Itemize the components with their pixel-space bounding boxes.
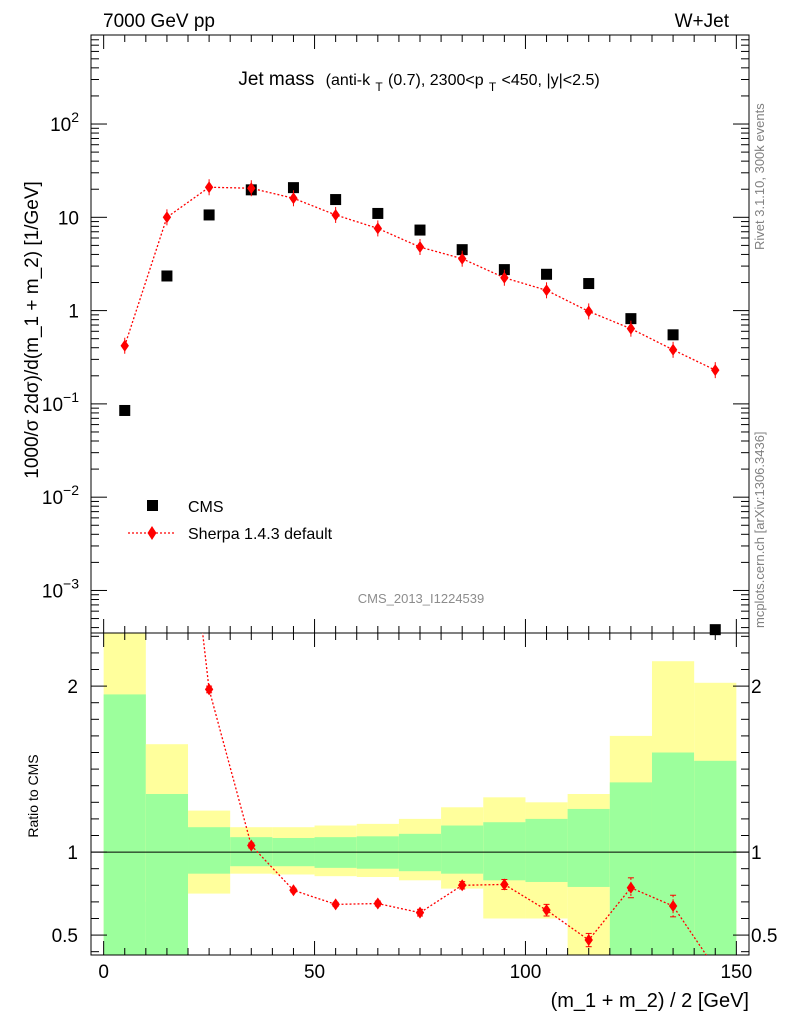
- ratio-point: [415, 906, 425, 919]
- ratio-band-stat: [651, 752, 695, 955]
- ratio-band-stat: [103, 694, 146, 955]
- y-tick-label-base: 1: [68, 302, 79, 323]
- y-tick-label-base: 10: [42, 488, 63, 509]
- ratio-band-stat: [483, 822, 526, 881]
- y-tick-label-exp: −3: [63, 575, 79, 591]
- y-tick-label-base: 10: [42, 395, 63, 416]
- ratio-point: [373, 897, 383, 910]
- ratio-band-stat: [145, 794, 189, 955]
- x-tick-labels: 0 50 100 150: [98, 962, 752, 983]
- x-axis-label: (m_1 + m_2) / 2 [GeV]: [551, 990, 749, 1012]
- x-tick-label: 50: [304, 962, 325, 983]
- cms-point: [330, 194, 342, 206]
- ratio-band-stat: [525, 818, 568, 882]
- legend: CMS Sherpa 1.4.3 default: [128, 499, 333, 543]
- legend-cms-marker: [147, 500, 158, 511]
- ratio-tick-label-right: 2: [751, 677, 762, 698]
- plot-title: Jet mass (anti-k T (0.7), 2300<p T <450,…: [238, 69, 599, 96]
- ratio-band-stat: [188, 827, 231, 874]
- ratio-point: [668, 900, 678, 913]
- cms-point: [414, 224, 426, 236]
- ratio-point: [204, 683, 214, 696]
- title-part-a: (anti-k: [326, 72, 371, 89]
- x-tick-label: 100: [510, 962, 542, 983]
- ratio-y-axis-label: Ratio to CMS: [25, 754, 41, 837]
- legend-cms-label: CMS: [188, 499, 224, 516]
- ratio-point: [247, 839, 256, 852]
- y-tick-label: 10−2: [42, 482, 79, 509]
- main-plot-frame: [90, 34, 750, 634]
- title-sub-b: T: [489, 80, 497, 94]
- ratio-band-stat: [567, 808, 610, 887]
- process-label: W+Jet: [675, 11, 730, 32]
- mcplots-label: mcplots.cern.ch [arXiv:1306.3436]: [752, 431, 767, 628]
- cms-point: [625, 313, 637, 325]
- title-part-b: (0.7), 2300<p: [388, 72, 484, 89]
- y-tick-label-exp: −2: [63, 482, 79, 498]
- y-axis-label: 1000/σ 2dσ)/d(m_1 + m_2) [1/GeV]: [22, 181, 43, 479]
- y-tick-label: 10−3: [42, 575, 79, 602]
- cms-point: [583, 278, 595, 290]
- title-part-c: <450, |y|<2.5): [502, 72, 600, 89]
- ratio-curve: [201, 633, 708, 955]
- ratio-band-stat: [441, 825, 484, 874]
- x-tick-label: 150: [720, 962, 752, 983]
- ratio-point: [331, 898, 340, 911]
- ratio-tick-label: 1: [67, 843, 78, 864]
- ratio-point: [457, 879, 467, 892]
- cms-point: [203, 209, 215, 221]
- cms-point: [161, 270, 173, 282]
- y-tick-label: 102: [50, 109, 79, 136]
- ratio-tick-label: 2: [67, 677, 78, 698]
- title-main: Jet mass: [238, 69, 314, 90]
- y-tick-label: 10−1: [42, 389, 79, 416]
- ratio-axis-ticks: [91, 633, 749, 955]
- ratio-tick-label-right: 0.5: [751, 926, 777, 947]
- cms-point: [667, 329, 679, 341]
- cms-point: [456, 244, 468, 256]
- y-tick-label-base: 10: [58, 208, 79, 229]
- cms-point: [709, 624, 721, 636]
- y-tick-label: 10: [58, 208, 79, 229]
- x-tick-label: 0: [98, 962, 109, 983]
- ratio-point: [500, 878, 509, 891]
- cms-point: [119, 404, 131, 416]
- ratio-tick-label: 0.5: [52, 926, 78, 947]
- cms-point: [372, 207, 384, 219]
- ratio-point: [542, 904, 551, 917]
- legend-sherpa-marker: [147, 526, 157, 540]
- cms-point: [498, 264, 510, 276]
- y-tick-label-base: 10: [42, 581, 63, 602]
- cms-point: [541, 268, 553, 280]
- y-tick-label-exp: 2: [71, 109, 79, 125]
- y-tick-label: 1: [68, 302, 79, 323]
- ratio-sherpa-points: [204, 683, 678, 948]
- ratio-band-stat: [694, 760, 737, 955]
- rivet-label: Rivet 3.1.10, 300k events: [752, 103, 767, 250]
- y-tick-label-exp: −1: [63, 389, 79, 405]
- title-sub-a: T: [375, 80, 383, 94]
- energy-label: 7000 GeV pp: [103, 11, 215, 32]
- ratio-point: [289, 884, 298, 897]
- ratio-point: [584, 934, 593, 947]
- cms-point: [287, 182, 299, 194]
- analysis-id: CMS_2013_I1224539: [358, 591, 485, 606]
- cms-points: [119, 182, 721, 636]
- ratio-tick-label-right: 1: [751, 843, 762, 864]
- main-axis-ticks: [91, 34, 749, 633]
- ratio-band-stat: [609, 782, 652, 955]
- y-tick-label-base: 10: [50, 115, 71, 136]
- ratio-tick-labels: 0.5 0.5 1 1 2 2: [52, 677, 778, 947]
- ratio-sherpa-line: [201, 633, 708, 955]
- sherpa-points: [120, 179, 720, 379]
- legend-sherpa-label: Sherpa 1.4.3 default: [188, 526, 333, 543]
- ratio-point: [626, 881, 636, 894]
